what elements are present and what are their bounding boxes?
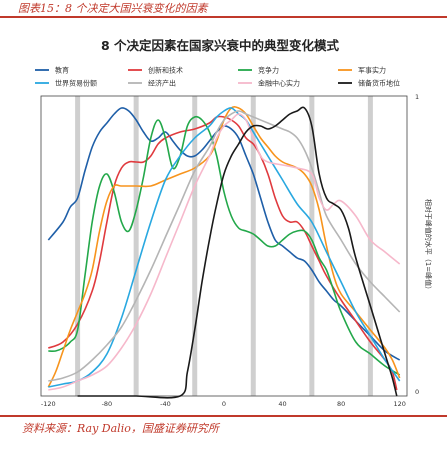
line-chart: 8 个决定因素在国家兴衰中的典型变化模式 教育 创新和技术 竞争力 军事实力世界贸易份… bbox=[35, 38, 433, 408]
legend-label: 教育 bbox=[55, 66, 69, 75]
x-tick-label: -80 bbox=[102, 400, 113, 408]
source-note: 资料来源：Ray Dalio，国盛证券研究所 bbox=[22, 422, 219, 435]
x-tick-label: 0 bbox=[222, 400, 226, 408]
legend-label: 金融中心实力 bbox=[258, 79, 300, 88]
series-line-3 bbox=[48, 115, 401, 376]
y-top-label: 1 bbox=[415, 93, 419, 101]
y-bottom-label: 0 bbox=[415, 388, 419, 396]
legend-label: 军事实力 bbox=[358, 66, 386, 75]
grid-band bbox=[367, 96, 373, 396]
figure-caption: 图表15：8 个决定大国兴衰变化的因素 bbox=[18, 2, 208, 15]
plot-frame bbox=[40, 95, 408, 397]
series-line-4 bbox=[47, 106, 401, 388]
series-line-6 bbox=[48, 110, 401, 382]
legend-label: 竞争力 bbox=[258, 66, 279, 75]
x-tick-label: -120 bbox=[41, 400, 56, 408]
bottom-rule bbox=[0, 415, 447, 417]
series-line-2 bbox=[48, 115, 398, 391]
y-axis-label: 相对于峰值的水平（1=峰值） bbox=[424, 199, 433, 293]
series-line-1 bbox=[47, 107, 401, 361]
legend-label: 创新和技术 bbox=[148, 66, 183, 75]
series-line-8 bbox=[77, 106, 398, 399]
x-tick-labels: -120 -80 -40 0 40 80 120 bbox=[41, 400, 406, 408]
legend-label: 世界贸易份额 bbox=[55, 79, 97, 88]
x-tick-label: 40 bbox=[278, 400, 286, 408]
grid-band bbox=[250, 96, 256, 396]
legend-label: 经济产出 bbox=[148, 79, 176, 88]
x-tick-label: 80 bbox=[337, 400, 345, 408]
x-tick-label: 120 bbox=[393, 400, 405, 408]
grid-band bbox=[192, 96, 198, 396]
x-tick-label: -40 bbox=[160, 400, 171, 408]
legend-label: 储备货币地位 bbox=[358, 79, 400, 88]
grid-band bbox=[75, 96, 81, 396]
series-line-5 bbox=[48, 107, 401, 388]
top-rule bbox=[0, 16, 447, 18]
series-lines bbox=[47, 106, 401, 399]
chart-title: 8 个决定因素在国家兴衰中的典型变化模式 bbox=[101, 38, 340, 53]
grid-band bbox=[133, 96, 139, 396]
